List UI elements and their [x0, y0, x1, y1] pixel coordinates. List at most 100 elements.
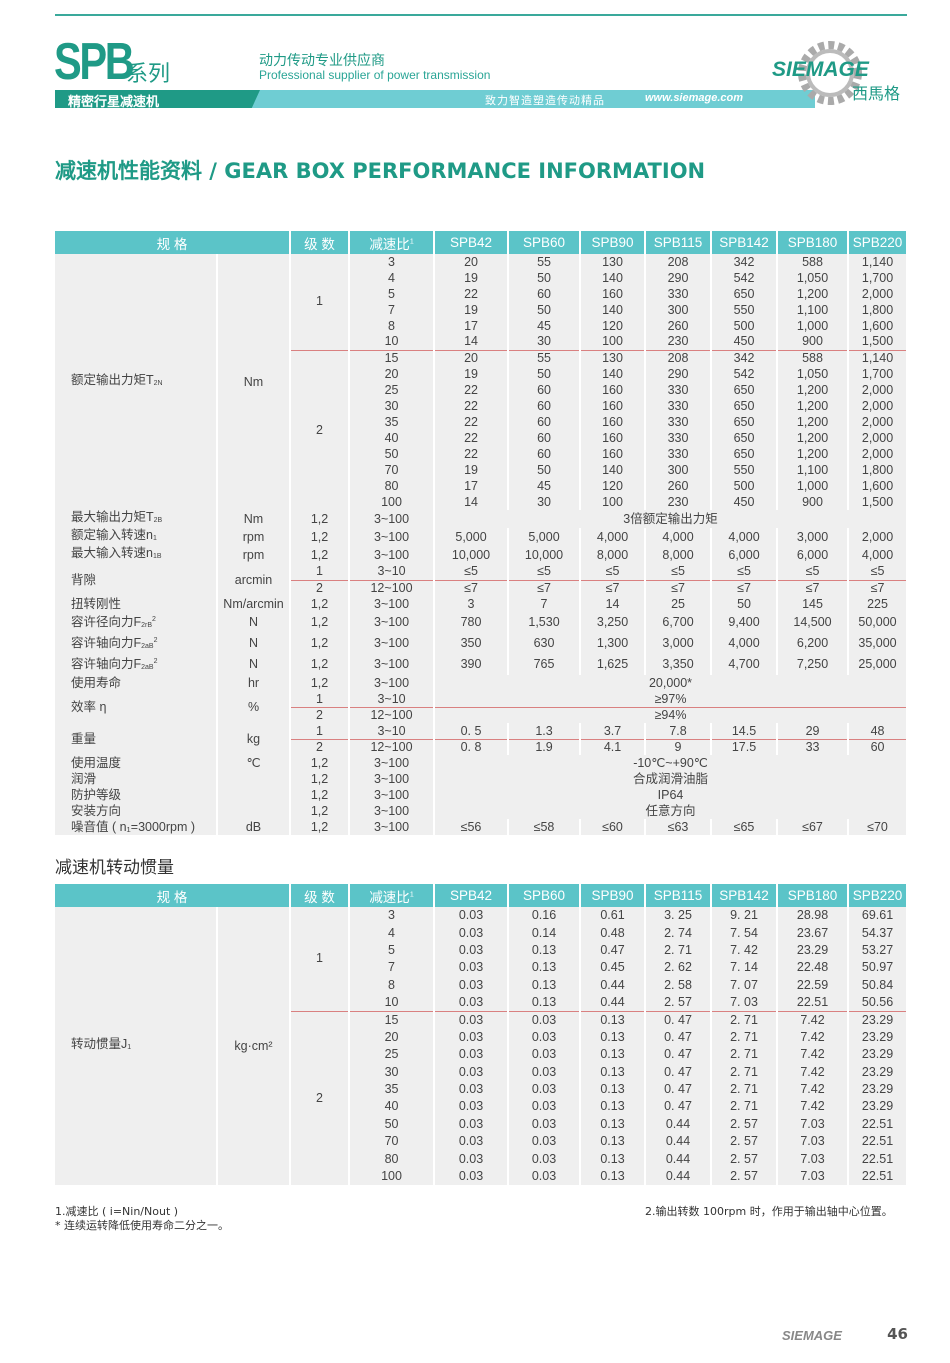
ratio-cell: 8 [349, 318, 436, 334]
stage-cell: 1,2 [290, 771, 351, 788]
value-cell: 22.51 [848, 1167, 909, 1186]
unit-cell: % [217, 691, 292, 724]
value-cell: 230 [645, 334, 713, 350]
header-model: SPB42 [434, 231, 510, 254]
value-cell: ≤5 [777, 564, 850, 580]
value-cell: 390 [434, 654, 510, 676]
stage-cell: 1,2 [290, 596, 351, 612]
value-cell: 140 [580, 270, 647, 286]
value-cell: 2. 62 [645, 959, 713, 977]
spec-label: 防护等级 [55, 787, 218, 804]
value-cell: 7.8 [645, 723, 713, 740]
value-cell: ≤7 [434, 579, 510, 596]
value-cell: 50 [508, 270, 582, 286]
value-cell: 1,625 [580, 654, 647, 676]
unit-cell: ℃ [217, 755, 292, 772]
value-cell: 0.03 [508, 1028, 582, 1047]
value-cell: 0.03 [434, 941, 510, 960]
unit-cell: Nm [217, 254, 292, 510]
spec-label-text: 最大输入转速n [71, 546, 153, 560]
value-cell: 2. 71 [711, 1098, 779, 1116]
unit-cell: Nm/arcmin [217, 596, 292, 612]
spec-label-text: 重量 [71, 731, 97, 746]
value-cell: 550 [711, 302, 779, 318]
value-cell: 22 [434, 414, 510, 430]
unit-cell: rpm [217, 528, 292, 546]
unit-cell [217, 771, 292, 788]
ratio-cell: 100 [349, 494, 436, 510]
ratio-cell: 3~10 [349, 691, 436, 708]
value-cell: 7 [508, 596, 582, 612]
value-cell: 23.29 [848, 1063, 909, 1081]
spec-label: 润滑 [55, 771, 218, 788]
value-cell: 100 [580, 334, 647, 350]
spec-label-text: 额定输入转速n [71, 528, 153, 542]
siemage-logo: SIEMAGE [772, 58, 869, 81]
value-cell: 22.51 [848, 1115, 909, 1134]
value-cell: 22 [434, 398, 510, 414]
value-cell: 542 [711, 366, 779, 382]
table-row: 容许轴向力F2aB2 N 1,2 3~100 350 630 1,300 3,000 4,000… [55, 633, 909, 655]
value-cell: 0.14 [508, 924, 582, 942]
header-model: SPB142 [711, 884, 779, 907]
value-cell: 55 [508, 254, 582, 270]
table-row: 100 14 30 100 230 450 900 1,500 [55, 494, 909, 510]
value-cell: 2. 58 [645, 976, 713, 994]
page-title: 减速机性能资料 / GEAR BOX PERFORMANCE INFORMATI… [55, 159, 706, 183]
table-row: 额定输出力矩T2N Nm 1 3 20 55 130 208 342 588 1,140 [55, 254, 909, 510]
spec-label-text: 额定输出力矩T [71, 373, 154, 387]
value-cell: 140 [580, 302, 647, 318]
value-cell: 3.7 [580, 723, 647, 740]
value-cell: 22 [434, 430, 510, 446]
value-cell: 1,300 [580, 633, 647, 655]
value-cell: 19 [434, 366, 510, 382]
stage-cell: 1 [290, 907, 351, 1012]
unit-cell: hr [217, 675, 292, 692]
stage-cell: 1 [290, 691, 351, 708]
value-cell: 10,000 [508, 546, 582, 564]
value-cell: 19 [434, 270, 510, 286]
value-cell: 0. 47 [645, 1063, 713, 1081]
ratio-cell: 3~100 [349, 803, 436, 820]
header-ratio-sup: 1 [409, 238, 414, 245]
ratio-cell: 10 [349, 993, 436, 1012]
value-cell: 145 [777, 596, 850, 612]
spec-label: 效率 η [55, 691, 218, 724]
value-cell: 60 [848, 738, 909, 756]
spec-label-text: 容许轴向力F [71, 636, 142, 651]
value-cell: 48 [848, 723, 909, 740]
table-row: 100 0.03 0.03 0.13 0.44 2. 57 7.03 22.51 [55, 1167, 909, 1186]
value-cell: 4,700 [711, 654, 779, 676]
value-cell: 0.03 [434, 993, 510, 1012]
value-cell: 0.16 [508, 907, 582, 925]
stage-cell: 1,2 [290, 612, 351, 634]
value-cell: 0.13 [580, 1063, 647, 1081]
value-cell: 2. 57 [711, 1115, 779, 1134]
value-cell: 28.98 [777, 907, 850, 925]
value-cell: 2. 57 [711, 1167, 779, 1186]
table-row: 20 19 50 140 290 542 1,050 1,700 [55, 366, 909, 382]
table-row: 2 15 0.03 0.03 0.13 0. 47 2. 71 7.42 23.29 [55, 1010, 909, 1186]
table-row: 8 17 45 120 260 500 1,000 1,600 [55, 318, 909, 334]
value-cell: 22.48 [777, 959, 850, 977]
table-row: 70 0.03 0.03 0.13 0.44 2. 57 7.03 22.51 [55, 1133, 909, 1151]
table-row: 20 0.03 0.03 0.13 0. 47 2. 71 7.42 23.29 [55, 1028, 909, 1047]
unit-cell: N [217, 654, 292, 676]
spec-label-text: 最大输出力矩T [71, 510, 154, 524]
value-cell: 0.13 [580, 1046, 647, 1064]
value-cell: ≤5 [508, 564, 582, 580]
value-cell: 2. 71 [645, 941, 713, 960]
inertia-table: 规 格级 数减速比1 SPB42 SPB60 SPB90 SPB115 SPB142 SPB… [55, 884, 909, 1186]
value-cell: 1,800 [848, 302, 909, 318]
header-row: 规 格级 数减速比1 SPB42 SPB60 SPB90 SPB115 SPB142 SPB… [55, 884, 909, 907]
value-cell: 0.03 [508, 1063, 582, 1081]
value-cell: 7,250 [777, 654, 850, 676]
spec-label-text: 转动惯量J [71, 1037, 128, 1052]
table-row: 7 0.03 0.13 0.45 2. 62 7. 14 22.48 50.97 [55, 959, 909, 977]
value-cell: 1,000 [777, 478, 850, 494]
ratio-cell: 3~10 [349, 723, 436, 740]
spec-label: 使用寿命 [55, 675, 218, 692]
value-cell: 22.51 [848, 1133, 909, 1151]
spec-label-text: 防护等级 [71, 787, 122, 802]
value-cell: 53.27 [848, 941, 909, 960]
